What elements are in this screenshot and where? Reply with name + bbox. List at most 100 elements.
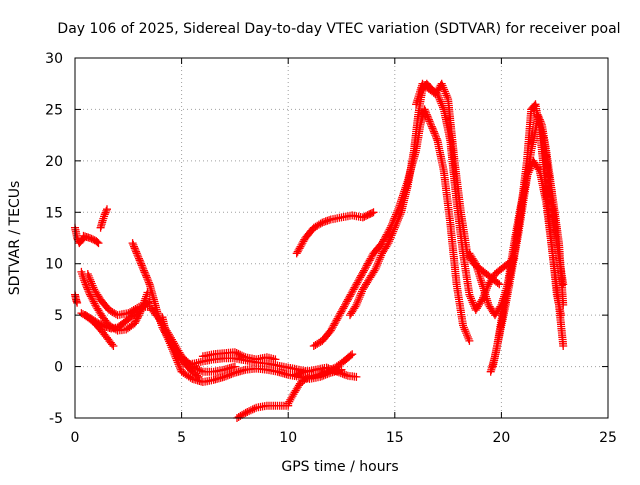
data-point bbox=[324, 364, 333, 373]
data-point bbox=[299, 237, 308, 246]
data-point bbox=[88, 295, 97, 304]
data-point bbox=[326, 326, 335, 335]
data-point bbox=[364, 258, 373, 266]
data-point bbox=[425, 117, 434, 126]
data-point bbox=[239, 352, 248, 361]
data-point bbox=[473, 265, 482, 274]
data-point bbox=[227, 370, 236, 379]
data-point bbox=[166, 341, 175, 350]
data-point bbox=[298, 239, 307, 248]
data-point bbox=[322, 363, 331, 372]
plot-frame bbox=[74, 57, 609, 419]
data-point bbox=[355, 293, 364, 302]
data-point bbox=[330, 319, 339, 328]
data-point bbox=[171, 352, 180, 361]
data-point bbox=[426, 119, 435, 128]
data-point bbox=[142, 292, 151, 301]
data-point bbox=[138, 263, 147, 272]
data-point bbox=[130, 244, 139, 253]
data-point bbox=[223, 371, 232, 380]
data-point bbox=[144, 276, 153, 285]
data-point bbox=[84, 287, 93, 296]
data-point bbox=[358, 270, 367, 278]
data-point bbox=[376, 253, 385, 262]
data-point bbox=[169, 347, 178, 356]
data-point bbox=[313, 339, 322, 348]
data-point bbox=[363, 259, 372, 268]
data-point bbox=[478, 280, 487, 289]
data-point bbox=[459, 321, 467, 330]
data-point bbox=[338, 306, 347, 314]
data-point bbox=[87, 277, 95, 286]
data-point bbox=[143, 275, 152, 284]
data-point bbox=[536, 117, 545, 126]
data-point bbox=[102, 206, 111, 215]
data-point bbox=[461, 327, 470, 336]
data-point bbox=[144, 278, 153, 287]
data-point bbox=[371, 264, 380, 273]
data-point bbox=[331, 318, 340, 326]
data-point bbox=[373, 261, 382, 269]
data-point bbox=[348, 287, 357, 296]
data-point bbox=[314, 338, 323, 347]
data-point bbox=[225, 370, 234, 379]
x-tick-label: 25 bbox=[599, 430, 617, 446]
data-point bbox=[420, 105, 429, 114]
data-point bbox=[439, 83, 448, 92]
data-point bbox=[342, 371, 351, 380]
y-tick-label: 30 bbox=[45, 51, 63, 67]
data-point bbox=[356, 273, 365, 282]
data-point bbox=[381, 232, 390, 241]
data-point bbox=[480, 286, 489, 295]
data-point bbox=[243, 408, 252, 416]
data-point bbox=[236, 411, 245, 420]
data-point bbox=[144, 298, 153, 307]
data-point bbox=[353, 278, 362, 287]
data-point bbox=[382, 230, 391, 239]
y-tick-label: 25 bbox=[45, 102, 63, 118]
y-tick-label: 10 bbox=[45, 257, 63, 273]
data-point bbox=[135, 256, 144, 265]
data-point bbox=[136, 258, 145, 266]
data-point bbox=[297, 240, 306, 249]
data-point bbox=[414, 94, 422, 103]
data-point bbox=[350, 283, 359, 292]
data-point bbox=[443, 93, 452, 102]
data-point bbox=[360, 266, 368, 275]
y-tick-label: 5 bbox=[54, 308, 63, 324]
data-point bbox=[230, 348, 239, 357]
data-point bbox=[352, 372, 361, 381]
data-point bbox=[537, 119, 546, 128]
data-point bbox=[338, 369, 347, 378]
data-point bbox=[459, 323, 468, 332]
data-point bbox=[332, 316, 341, 325]
data-point bbox=[236, 350, 245, 359]
data-point bbox=[234, 349, 243, 358]
data-point bbox=[354, 276, 363, 285]
data-point bbox=[390, 223, 399, 232]
data-point bbox=[534, 165, 543, 174]
data-point bbox=[387, 231, 396, 240]
data-point bbox=[374, 257, 383, 266]
data-point bbox=[133, 251, 142, 260]
data-point bbox=[372, 262, 381, 271]
data-point bbox=[137, 261, 146, 270]
data-point bbox=[460, 325, 469, 334]
data-point bbox=[293, 247, 302, 256]
data-point bbox=[342, 297, 351, 306]
data-point bbox=[366, 254, 375, 263]
data-point bbox=[440, 85, 449, 94]
data-point bbox=[229, 369, 238, 378]
data-point bbox=[89, 283, 98, 292]
data-point bbox=[374, 259, 382, 268]
data-point bbox=[476, 276, 485, 285]
data-point bbox=[394, 216, 402, 224]
data-point bbox=[165, 337, 174, 346]
x-tick-label: 15 bbox=[386, 430, 404, 446]
data-point bbox=[351, 302, 360, 311]
data-point bbox=[222, 372, 230, 381]
data-point bbox=[356, 291, 365, 300]
data-point bbox=[362, 261, 371, 270]
data-point bbox=[345, 292, 354, 301]
